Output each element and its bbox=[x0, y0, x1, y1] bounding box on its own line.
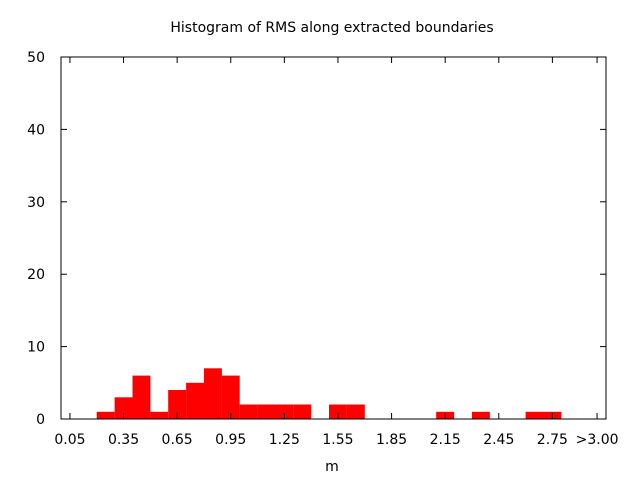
bar-4 bbox=[168, 390, 187, 419]
y-tick-label-5: 50 bbox=[27, 50, 45, 66]
x-tick-label-9: 2.75 bbox=[537, 432, 568, 448]
plot-frame bbox=[60, 56, 607, 420]
bar-9 bbox=[257, 404, 276, 419]
x-tick-label-8: 2.45 bbox=[483, 432, 514, 448]
y-tick-label-1: 10 bbox=[27, 340, 45, 356]
x-axis: 0.05 0.35 0.65 0.95 1.25 1.55 1.85 2.15 2.45 2.75… bbox=[54, 57, 619, 448]
bar-16 bbox=[525, 411, 544, 419]
y-tick-label-2: 20 bbox=[27, 267, 45, 283]
bar-3 bbox=[150, 411, 169, 419]
bar-13 bbox=[346, 404, 365, 419]
x-tick-label-2: 0.65 bbox=[162, 432, 193, 448]
bar-2 bbox=[132, 375, 151, 419]
bar-1 bbox=[114, 397, 133, 419]
bar-7 bbox=[221, 375, 240, 419]
y-tick-label-4: 40 bbox=[27, 122, 45, 138]
bar-5 bbox=[186, 382, 204, 419]
chart-title: Histogram of RMS along extracted boundar… bbox=[170, 20, 493, 36]
x-tick-label-6: 1.85 bbox=[376, 432, 407, 448]
x-tick-label-7: 2.15 bbox=[430, 432, 461, 448]
bar-0 bbox=[96, 411, 115, 419]
bars-group bbox=[96, 368, 562, 419]
y-tick-label-3: 30 bbox=[27, 195, 45, 211]
bar-6 bbox=[204, 368, 222, 419]
x-tick-label-4: 1.25 bbox=[269, 432, 300, 448]
bar-15 bbox=[472, 411, 490, 419]
y-tick-label-0: 0 bbox=[36, 412, 45, 428]
x-tick-label-10: >3.00 bbox=[576, 432, 619, 448]
x-tick-label-5: 1.55 bbox=[322, 432, 353, 448]
x-axis-label: m bbox=[325, 459, 339, 475]
bar-10 bbox=[275, 404, 294, 419]
y-axis: 0 10 20 30 40 50 bbox=[27, 50, 606, 428]
bar-12 bbox=[329, 404, 347, 419]
bar-8 bbox=[239, 404, 258, 419]
x-tick-label-3: 0.95 bbox=[215, 432, 246, 448]
x-tick-label-1: 0.35 bbox=[108, 432, 139, 448]
bar-11 bbox=[293, 404, 312, 419]
x-tick-label-0: 0.05 bbox=[54, 432, 85, 448]
